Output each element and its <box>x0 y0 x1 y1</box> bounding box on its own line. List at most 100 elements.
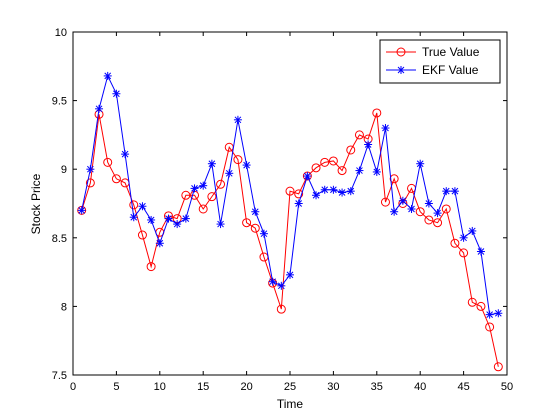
data-point-true-value <box>216 179 226 189</box>
data-point-ekf-value <box>303 172 312 181</box>
data-point-ekf-value <box>242 161 251 170</box>
x-tick-label: 5 <box>113 381 119 393</box>
y-axis-label: Stock Price <box>29 173 43 234</box>
data-point-true-value <box>328 156 338 166</box>
data-point-ekf-value <box>207 159 216 168</box>
data-point-ekf-value <box>416 159 425 168</box>
data-point-true-value <box>311 163 321 173</box>
data-point-ekf-value <box>329 185 338 194</box>
data-point-ekf-value <box>181 214 190 223</box>
data-point-true-value <box>250 223 260 233</box>
data-point-ekf-value <box>338 188 347 197</box>
data-point-true-value <box>111 174 121 184</box>
x-tick-label: 25 <box>284 381 296 393</box>
x-tick-label: 20 <box>240 381 252 393</box>
data-point-ekf-value <box>190 184 199 193</box>
data-point-true-value <box>459 248 469 258</box>
data-point-ekf-value <box>173 220 182 229</box>
data-point-true-value <box>129 200 139 210</box>
data-point-ekf-value <box>95 104 104 113</box>
y-tick-label: 9 <box>61 164 67 176</box>
legend-true-marker <box>396 47 406 57</box>
data-point-ekf-value <box>164 214 173 223</box>
data-point-true-value <box>85 178 95 188</box>
data-point-ekf-value <box>155 239 164 248</box>
data-point-true-value <box>415 207 425 217</box>
y-tick-label: 10 <box>55 27 67 39</box>
data-point-true-value <box>372 108 382 118</box>
data-point-true-value <box>337 166 347 176</box>
data-point-ekf-value <box>450 187 459 196</box>
data-point-ekf-value <box>459 233 468 242</box>
y-tick-label: 7.5 <box>52 370 67 382</box>
data-point-ekf-value <box>381 124 390 133</box>
data-point-ekf-value <box>398 196 407 205</box>
data-point-true-value <box>467 297 477 307</box>
legend-ekf-marker <box>397 66 405 74</box>
data-point-ekf-value <box>433 209 442 218</box>
x-tick-label: 15 <box>197 381 209 393</box>
data-point-ekf-value <box>364 140 373 149</box>
series-line-true-value <box>81 112 499 367</box>
data-point-true-value <box>137 230 147 240</box>
x-tick-label: 0 <box>70 381 76 393</box>
data-point-ekf-value <box>216 220 225 229</box>
data-point-true-value <box>198 204 208 214</box>
data-point-true-value <box>181 190 191 200</box>
x-tick-label: 50 <box>501 381 513 393</box>
data-point-true-value <box>380 197 390 207</box>
data-point-ekf-value <box>312 191 321 200</box>
data-point-true-value <box>242 218 252 228</box>
data-point-ekf-value <box>112 89 121 98</box>
data-point-ekf-value <box>494 309 503 318</box>
data-point-ekf-value <box>407 204 416 213</box>
y-tick-label: 8 <box>61 301 67 313</box>
data-point-ekf-value <box>103 71 112 80</box>
data-point-true-value <box>233 155 243 165</box>
data-point-ekf-value <box>199 181 208 190</box>
data-point-ekf-value <box>268 277 277 286</box>
data-point-ekf-value <box>346 187 355 196</box>
legend: True Value EKF Value <box>379 39 501 84</box>
series-ekf-value <box>77 71 503 319</box>
data-point-ekf-value <box>233 115 242 124</box>
data-point-true-value <box>354 130 364 140</box>
data-point-true-value <box>441 204 451 214</box>
data-point-ekf-value <box>355 166 364 175</box>
data-point-true-value <box>285 186 295 196</box>
x-tick-label: 35 <box>371 381 383 393</box>
x-axis-label: Time <box>277 397 304 411</box>
data-point-true-value <box>476 301 486 311</box>
data-point-true-value <box>276 304 286 314</box>
legend-box <box>379 39 501 84</box>
data-point-ekf-value <box>259 229 268 238</box>
x-tick-label: 10 <box>154 381 166 393</box>
data-point-ekf-value <box>251 207 260 216</box>
data-point-ekf-value <box>294 199 303 208</box>
y-tick-label: 8.5 <box>52 233 67 245</box>
data-point-ekf-value <box>286 270 294 279</box>
axis-ticks: 0 5 10 15 20 25 30 35 40 45 50 7.5 8 8.5 9 9.5 10 <box>52 27 513 393</box>
data-point-ekf-value <box>468 226 477 235</box>
data-point-ekf-value <box>77 206 86 215</box>
data-point-true-value <box>207 192 217 202</box>
data-point-true-value <box>346 145 356 155</box>
data-point-true-value <box>493 362 503 372</box>
data-point-ekf-value <box>277 281 286 290</box>
data-point-true-value <box>424 215 434 225</box>
series-layer <box>77 71 503 372</box>
data-point-ekf-value <box>390 207 399 216</box>
y-tick-label: 9.5 <box>52 96 67 108</box>
data-point-true-value <box>485 322 495 332</box>
data-point-true-value <box>103 157 113 167</box>
data-point-ekf-value <box>147 215 156 224</box>
legend-true-label: True Value <box>422 45 480 59</box>
x-tick-label: 45 <box>457 381 469 393</box>
data-point-true-value <box>389 174 399 184</box>
data-point-true-value <box>320 157 330 167</box>
x-tick-label: 30 <box>327 381 339 393</box>
data-point-true-value <box>146 262 156 272</box>
data-point-ekf-value <box>372 167 381 176</box>
data-point-ekf-value <box>86 165 95 174</box>
